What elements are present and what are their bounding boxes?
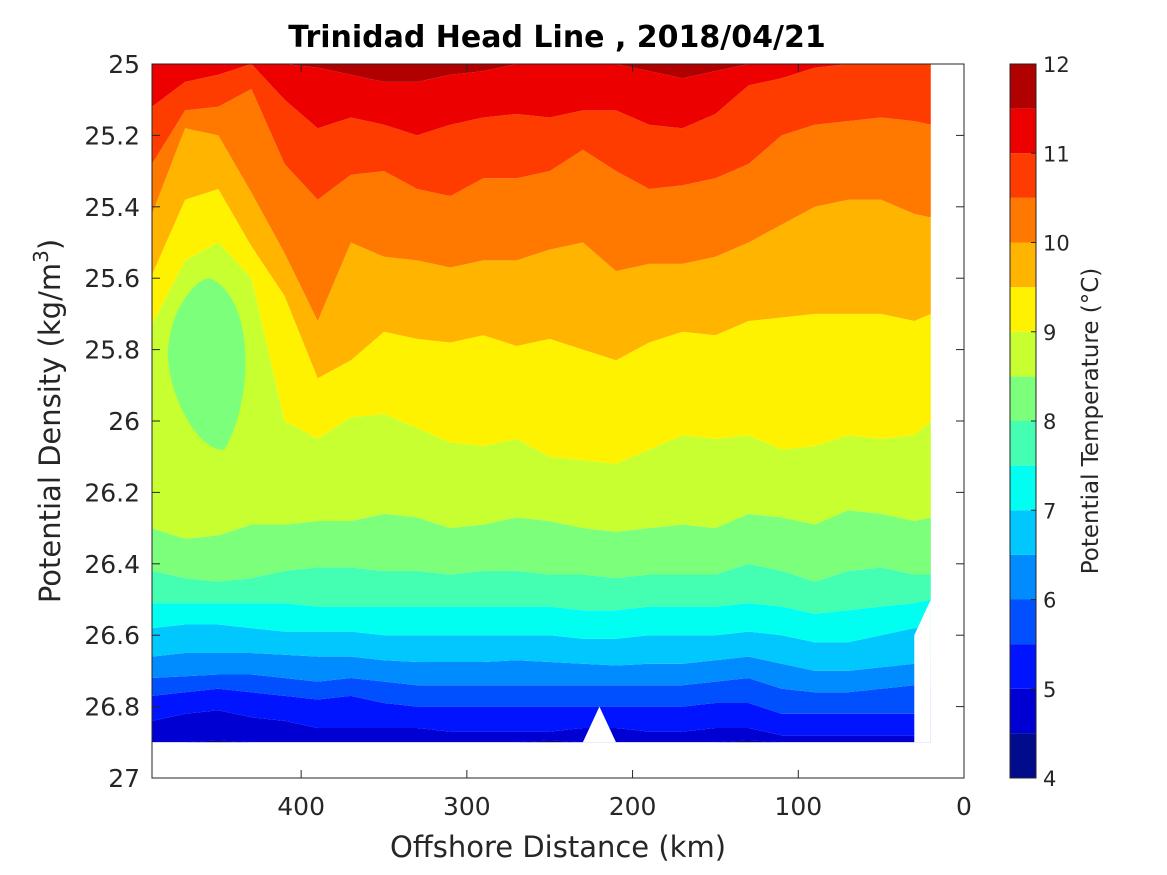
contour-band-10 — [152, 89, 931, 321]
x-tick-label: 100 — [774, 792, 822, 821]
contour-band-5.5 — [152, 674, 931, 714]
colorbar-swatch — [1010, 510, 1036, 555]
contour-bands — [152, 64, 931, 743]
x-tick-label: 0 — [956, 792, 972, 821]
colorbar-tick-label: 4 — [1043, 767, 1056, 791]
colorbar-tick-label: 11 — [1043, 142, 1070, 166]
y-tick-label: 26.2 — [84, 478, 140, 507]
plot-area — [151, 63, 965, 779]
y-axis-label: Potential Density (kg/m3) — [29, 239, 67, 603]
axis-ticks — [152, 63, 965, 779]
chart-title: Trinidad Head Line , 2018/04/21 — [288, 20, 825, 55]
contour-band-8.5 — [152, 242, 931, 539]
colorbar-swatch — [1010, 108, 1036, 154]
y-tick-label: 27 — [108, 764, 140, 793]
colorbar-swatch — [1010, 733, 1036, 778]
y-tick-label: 25 — [108, 50, 140, 79]
colorbar: 4 5 6 7 8 9 10 11 12 — [1009, 53, 1070, 791]
colorbar-swatch — [1010, 153, 1036, 198]
colorbar-tick-label: 7 — [1043, 499, 1056, 523]
notch-220km — [582, 706, 616, 743]
contour-band-11 — [152, 64, 931, 136]
east-edge-mask — [914, 599, 931, 743]
colorbar-label: Potential Temperature (°C) — [1078, 268, 1104, 575]
y-tick-label: 25.2 — [84, 121, 140, 150]
colorbar-swatch — [1010, 688, 1036, 734]
contour-band-9 — [152, 189, 931, 464]
y-tick-label: 25.4 — [84, 193, 140, 222]
x-tick-label: 200 — [609, 792, 657, 821]
nodata-bottom — [152, 742, 964, 778]
colorbar-swatch — [1010, 64, 1036, 109]
colorbar-swatch — [1010, 421, 1036, 466]
contour-band-9.5 — [152, 128, 931, 379]
y-tick-label: 26.4 — [84, 550, 140, 579]
x-axis: 400 300 200 100 0 — [277, 792, 972, 821]
colorbar-swatch — [1010, 242, 1036, 288]
colorbar-swatch — [1010, 644, 1036, 689]
y-tick-label: 26.8 — [84, 693, 140, 722]
colorbar-tick-label: 9 — [1043, 321, 1056, 345]
colorbar-tick-label: 5 — [1043, 678, 1056, 702]
colorbar-swatch — [1010, 197, 1036, 243]
x-tick-label: 300 — [443, 792, 491, 821]
y-axis: 25 25.2 25.4 25.6 25.8 26 26.2 26.4 26.6 26.8 27 — [84, 50, 140, 793]
contour-band-4.5 — [152, 710, 931, 743]
colorbar-swatch — [1010, 331, 1036, 377]
colorbar-swatch — [1010, 465, 1036, 511]
colorbar-tick-label: 8 — [1043, 410, 1056, 434]
contour-band-7 — [152, 599, 931, 643]
colorbar-tick-label: 12 — [1043, 53, 1070, 77]
colorbar-tick-label: 10 — [1043, 232, 1070, 256]
contour-band-6.5 — [152, 624, 931, 671]
contour-band-7.5 — [152, 563, 931, 614]
colorbar-swatch — [1010, 554, 1036, 600]
y-tick-label: 26 — [108, 407, 140, 436]
contour-band-10.5 — [152, 64, 931, 200]
x-axis-label: Offshore Distance (km) — [390, 830, 726, 864]
colorbar-swatch — [1010, 376, 1036, 421]
y-tick-label: 25.8 — [84, 336, 140, 365]
contour-band-4 — [152, 740, 931, 743]
contour-band-5 — [152, 688, 931, 736]
contour-band-11.5 — [152, 64, 931, 82]
y-tick-label: 25.6 — [84, 264, 140, 293]
contour-band-6 — [152, 653, 931, 693]
contour-band-8 — [152, 510, 931, 582]
colorbar-swatch — [1010, 599, 1036, 645]
x-tick-label: 400 — [277, 792, 325, 821]
colorbar-tick-label: 6 — [1043, 589, 1056, 613]
y-tick-label: 26.6 — [84, 621, 140, 650]
colorbar-swatch — [1010, 287, 1036, 332]
cold-core-lens — [167, 278, 246, 450]
